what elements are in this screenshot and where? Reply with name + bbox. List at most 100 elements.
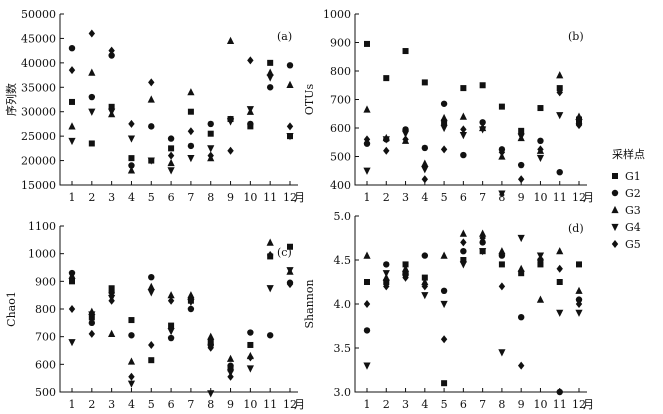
x-tick-label: 6 xyxy=(168,398,175,411)
data-point-g5 xyxy=(266,71,274,80)
data-point-g2 xyxy=(88,319,96,327)
x-tick-label: 7 xyxy=(479,398,486,411)
data-point-g4 xyxy=(167,167,175,175)
x-tick-label: 4 xyxy=(128,191,135,204)
x-tick-label: 10 xyxy=(243,191,257,204)
data-point-g4 xyxy=(108,108,116,116)
x-tick-label: 9 xyxy=(518,398,525,411)
data-point-g2 xyxy=(148,273,155,281)
data-point-g5 xyxy=(266,251,274,260)
series-G4 xyxy=(363,234,583,370)
y-tick-label: 3.5 xyxy=(334,342,352,355)
series-G5 xyxy=(68,251,294,381)
data-point-g2 xyxy=(460,248,467,255)
x-tick-label: 7 xyxy=(187,191,194,204)
y-tick-label: 20000 xyxy=(21,155,56,168)
y-tick-label: 600 xyxy=(330,122,351,135)
x-tick-label: 10 xyxy=(243,398,257,411)
x-tick-label: 4 xyxy=(421,398,428,411)
y-tick-label: 800 xyxy=(330,65,351,78)
data-point-g1 xyxy=(108,103,115,110)
x-tick-label: 11 xyxy=(553,398,567,411)
series-G2 xyxy=(363,239,583,396)
data-point-g3 xyxy=(363,251,371,259)
series-G1 xyxy=(364,248,582,387)
x-tick-label: 2 xyxy=(383,191,390,204)
y-tick-label: 35000 xyxy=(21,81,56,94)
data-point-g3 xyxy=(127,166,136,174)
data-point-g3 xyxy=(147,282,155,290)
panel-label: (b) xyxy=(568,30,584,43)
data-point-g1 xyxy=(498,261,505,268)
data-point-g3 xyxy=(459,112,467,120)
data-point-g5 xyxy=(187,127,195,136)
y-tick-label: 1000 xyxy=(323,8,351,21)
data-point-g4 xyxy=(147,289,155,297)
x-tick-label: 4 xyxy=(421,191,428,204)
data-point-g3 xyxy=(421,277,429,286)
axis-lines xyxy=(59,14,298,186)
data-point-g1 xyxy=(556,279,563,285)
x-tick-label: 8 xyxy=(498,398,505,411)
data-point-g5 xyxy=(383,282,390,291)
data-point-g5 xyxy=(460,238,467,247)
data-point-g4 xyxy=(246,106,254,114)
data-point-g1 xyxy=(69,278,75,285)
data-point-g3 xyxy=(226,36,235,44)
data-point-g1 xyxy=(364,40,370,47)
data-point-g3 xyxy=(479,229,487,237)
data-point-g2 xyxy=(266,84,274,91)
data-point-g3 xyxy=(517,264,525,272)
data-point-g3 xyxy=(226,354,235,362)
data-point-g5 xyxy=(537,256,544,264)
y-tick-label: 45000 xyxy=(21,32,56,45)
legend-item-label: G3 xyxy=(625,204,641,217)
data-point-g2 xyxy=(227,362,234,369)
data-point-g2 xyxy=(128,162,135,169)
data-point-g3 xyxy=(108,329,116,337)
data-point-g4 xyxy=(127,380,136,388)
data-point-g5 xyxy=(460,125,467,134)
x-tick-label: 11 xyxy=(263,191,277,204)
data-point-g5 xyxy=(247,353,254,362)
y-tick-label: 40000 xyxy=(21,57,56,70)
x-tick-label: 3 xyxy=(402,191,409,204)
legend-title: 采样点 xyxy=(612,147,645,161)
data-point-g3 xyxy=(421,159,429,167)
x-tick-label: 9 xyxy=(227,398,234,411)
data-point-g4 xyxy=(459,132,467,140)
x-tick-label: 6 xyxy=(460,191,467,204)
series-G4 xyxy=(68,267,294,398)
data-point-g5 xyxy=(440,145,448,154)
data-point-g5 xyxy=(207,151,214,160)
data-point-g4 xyxy=(440,300,448,309)
data-point-g4 xyxy=(147,157,155,165)
axis-lines xyxy=(354,216,587,393)
data-point-g5 xyxy=(88,29,96,38)
data-point-g2 xyxy=(247,329,254,336)
data-point-g2 xyxy=(479,119,486,126)
data-point-g1 xyxy=(287,243,293,250)
data-point-g5 xyxy=(479,124,486,132)
data-point-g2 xyxy=(148,123,155,130)
data-point-g5 xyxy=(517,361,525,370)
x-tick-label: 11 xyxy=(263,398,277,411)
data-point-g5 xyxy=(479,234,486,242)
data-point-g4 xyxy=(517,133,525,141)
data-point-g2 xyxy=(421,252,429,259)
data-point-g4 xyxy=(226,118,235,126)
data-point-g4 xyxy=(440,124,448,133)
data-point-g5 xyxy=(247,56,254,65)
data-point-g4 xyxy=(401,130,410,138)
legend-item-label: G1 xyxy=(625,170,641,183)
data-point-g3 xyxy=(147,95,155,103)
data-point-g5 xyxy=(421,282,429,291)
y-tick-label: 30000 xyxy=(21,106,56,119)
x-tick-label: 11 xyxy=(553,191,567,204)
y-axis-label: Shannon xyxy=(303,279,316,328)
data-point-g5 xyxy=(537,145,544,154)
data-point-g5 xyxy=(88,329,96,338)
legend-marker-g4 xyxy=(611,223,619,232)
data-point-g1 xyxy=(247,341,254,348)
data-point-g2 xyxy=(556,388,563,396)
